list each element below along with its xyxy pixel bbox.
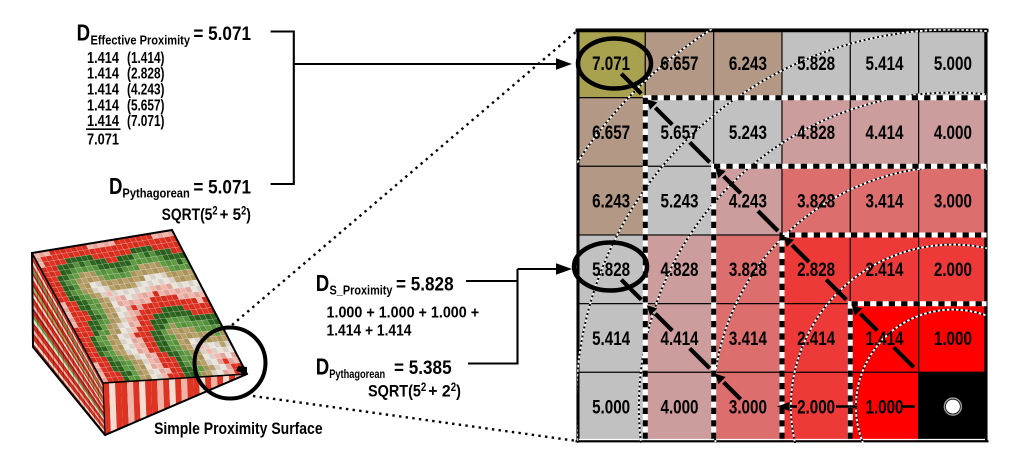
svg-text:1.414: 1.414 xyxy=(87,113,119,130)
svg-text:7.071: 7.071 xyxy=(592,54,630,75)
svg-text:5.657: 5.657 xyxy=(661,123,699,144)
svg-text:1.000 + 1.000 + 1.000 +: 1.000 + 1.000 + 1.000 + xyxy=(327,304,480,321)
svg-text:4.828: 4.828 xyxy=(797,123,835,144)
svg-text:2.414: 2.414 xyxy=(797,329,835,350)
svg-text:Simple Proximity Surface: Simple Proximity Surface xyxy=(154,419,323,438)
svg-text:6.657: 6.657 xyxy=(592,123,630,144)
svg-text:(7.071): (7.071) xyxy=(127,113,165,130)
svg-text:2.000: 2.000 xyxy=(797,397,835,418)
svg-text:= 5.385: = 5.385 xyxy=(394,358,452,379)
svg-text:2.000: 2.000 xyxy=(934,260,972,281)
svg-text:Pythagorean: Pythagorean xyxy=(122,185,189,200)
svg-text:(4.243): (4.243) xyxy=(127,82,165,99)
svg-text:1.414: 1.414 xyxy=(866,329,904,350)
svg-text:2: 2 xyxy=(421,382,426,394)
svg-text:3.828: 3.828 xyxy=(729,260,767,281)
svg-text:1.414: 1.414 xyxy=(87,82,119,99)
svg-text:1.414: 1.414 xyxy=(87,66,119,83)
svg-text:D: D xyxy=(109,173,123,199)
svg-text:SQRT(5: SQRT(5 xyxy=(162,205,213,224)
svg-text:2: 2 xyxy=(241,205,246,217)
svg-text:1.000: 1.000 xyxy=(866,397,904,418)
svg-text:): ) xyxy=(456,382,461,401)
svg-text:7.071: 7.071 xyxy=(87,131,119,148)
svg-text:): ) xyxy=(246,205,251,224)
svg-text:3.000: 3.000 xyxy=(934,192,972,213)
svg-text:Pythagorean: Pythagorean xyxy=(329,367,385,381)
svg-text:3.828: 3.828 xyxy=(797,192,835,213)
svg-text:5.243: 5.243 xyxy=(661,192,699,213)
svg-text:6.243: 6.243 xyxy=(592,192,630,213)
svg-text:5.414: 5.414 xyxy=(866,54,904,75)
svg-text:4.000: 4.000 xyxy=(934,123,972,144)
svg-text:+ 5: + 5 xyxy=(220,205,242,224)
svg-text:5.828: 5.828 xyxy=(592,260,630,281)
svg-text:S_Proximity: S_Proximity xyxy=(330,283,394,298)
svg-text:1.000: 1.000 xyxy=(934,329,972,350)
svg-text:4.414: 4.414 xyxy=(661,329,699,350)
svg-text:5.828: 5.828 xyxy=(797,54,835,75)
svg-text:(5.657): (5.657) xyxy=(127,97,165,114)
svg-text:2.828: 2.828 xyxy=(797,260,835,281)
svg-text:= 5.071: = 5.071 xyxy=(193,177,251,198)
svg-text:= 5.828: = 5.828 xyxy=(396,274,454,295)
svg-text:2.414: 2.414 xyxy=(866,260,904,281)
svg-text:(1.414): (1.414) xyxy=(127,50,165,67)
svg-text:4.000: 4.000 xyxy=(661,397,699,418)
svg-text:5.414: 5.414 xyxy=(592,329,630,350)
svg-text:5.243: 5.243 xyxy=(729,123,767,144)
svg-text:6.657: 6.657 xyxy=(661,54,699,75)
svg-text:5.000: 5.000 xyxy=(592,397,630,418)
svg-text:D: D xyxy=(316,270,330,296)
svg-text:3.000: 3.000 xyxy=(729,397,767,418)
svg-text:3.414: 3.414 xyxy=(729,329,767,350)
svg-text:3.414: 3.414 xyxy=(866,192,904,213)
svg-text:= 5.071: = 5.071 xyxy=(193,24,251,45)
svg-text:4.828: 4.828 xyxy=(661,260,699,281)
svg-text:2: 2 xyxy=(212,205,217,217)
svg-text:6.243: 6.243 xyxy=(729,54,767,75)
svg-text:+ 2: + 2 xyxy=(428,382,450,401)
svg-text:D: D xyxy=(77,20,91,46)
svg-text:4.243: 4.243 xyxy=(729,192,767,213)
svg-text:SQRT(5: SQRT(5 xyxy=(368,382,421,401)
svg-text:1.414: 1.414 xyxy=(87,50,119,67)
svg-text:Effective Proximity: Effective Proximity xyxy=(91,33,191,48)
svg-text:(2.828): (2.828) xyxy=(127,66,165,83)
svg-text:D: D xyxy=(316,353,330,379)
svg-text:1.414 + 1.414: 1.414 + 1.414 xyxy=(327,322,412,339)
svg-text:4.414: 4.414 xyxy=(866,123,904,144)
svg-text:5.000: 5.000 xyxy=(934,54,972,75)
svg-text:2: 2 xyxy=(451,382,456,394)
svg-text:1.414: 1.414 xyxy=(87,97,119,114)
